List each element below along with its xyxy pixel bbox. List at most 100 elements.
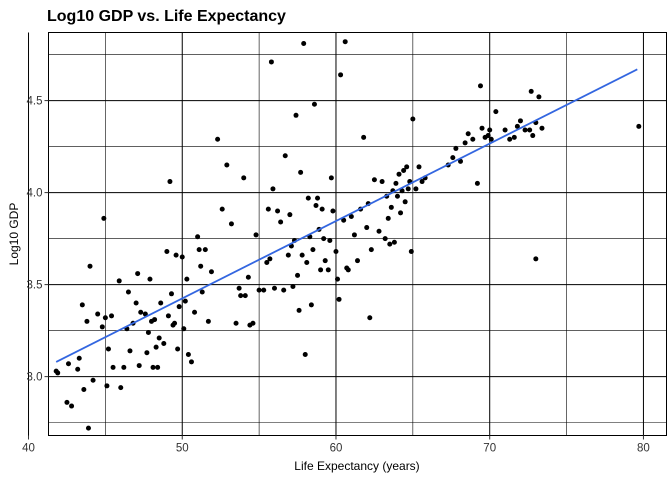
data-point-128 <box>345 267 351 273</box>
data-point-89 <box>278 219 284 225</box>
data-point-39 <box>153 344 159 350</box>
data-point-184 <box>522 127 528 133</box>
data-point-151 <box>398 210 404 216</box>
data-point-140 <box>379 179 385 185</box>
data-points <box>53 39 642 431</box>
data-point-139 <box>376 228 382 234</box>
data-point-155 <box>404 164 410 170</box>
data-point-73 <box>238 293 244 299</box>
data-point-172 <box>477 83 483 89</box>
trend-line <box>55 68 638 363</box>
data-point-133 <box>361 134 367 140</box>
data-point-123 <box>336 296 342 302</box>
data-point-63 <box>199 289 205 295</box>
data-point-42 <box>158 300 164 306</box>
data-point-83 <box>265 206 271 212</box>
x-tick-label-4: 80 <box>637 443 650 455</box>
gridlines <box>28 32 667 436</box>
data-point-16 <box>102 315 108 321</box>
data-point-156 <box>405 186 411 192</box>
data-point-176 <box>487 127 493 133</box>
data-point-97 <box>293 112 299 118</box>
data-point-160 <box>413 186 419 192</box>
data-point-119 <box>328 175 334 181</box>
data-point-115 <box>321 236 327 242</box>
data-point-44 <box>164 248 170 254</box>
data-point-150 <box>396 171 402 177</box>
data-point-93 <box>287 212 293 218</box>
y-tick-label-3: 4.5 <box>27 96 43 108</box>
data-point-25 <box>125 289 131 295</box>
data-point-92 <box>285 252 291 258</box>
data-point-189 <box>533 256 539 262</box>
data-point-147 <box>391 239 397 245</box>
data-point-104 <box>304 260 310 266</box>
data-point-60 <box>195 234 201 240</box>
x-axis-label: Life Expectancy (years) <box>294 459 419 473</box>
data-point-2 <box>64 399 70 405</box>
data-point-192 <box>636 123 642 129</box>
data-point-20 <box>110 364 116 370</box>
axis-ticks: 40 50 60 70 80 3.0 3.5 4.0 4.5 <box>22 96 650 455</box>
data-point-56 <box>184 276 190 282</box>
x-tick-label-2: 60 <box>330 443 343 455</box>
data-point-124 <box>338 72 344 78</box>
data-point-109 <box>311 101 317 107</box>
chart-title: Log10 GDP vs. Life Expectancy <box>47 8 286 25</box>
data-point-79 <box>253 232 259 238</box>
data-point-55 <box>182 298 188 304</box>
data-point-26 <box>127 348 133 354</box>
y-tick-label-2: 4.0 <box>27 188 43 200</box>
data-point-12 <box>90 377 96 383</box>
data-point-159 <box>410 116 416 122</box>
data-point-31 <box>138 309 144 315</box>
data-point-35 <box>147 276 153 282</box>
data-point-47 <box>168 291 174 297</box>
data-point-186 <box>528 88 534 94</box>
data-point-84 <box>267 256 273 262</box>
data-point-17 <box>104 383 110 389</box>
data-point-137 <box>368 247 374 253</box>
data-point-171 <box>474 180 480 186</box>
data-point-141 <box>382 236 388 242</box>
data-point-98 <box>295 272 301 278</box>
data-point-100 <box>298 169 304 175</box>
data-point-22 <box>118 385 124 391</box>
data-point-145 <box>388 204 394 210</box>
data-point-180 <box>507 136 513 142</box>
data-point-179 <box>502 127 508 133</box>
data-point-43 <box>161 340 167 346</box>
data-point-75 <box>242 293 248 299</box>
data-point-70 <box>228 221 234 227</box>
data-point-107 <box>308 302 314 308</box>
data-point-138 <box>371 177 377 183</box>
data-point-21 <box>116 278 122 284</box>
data-point-102 <box>301 41 307 47</box>
data-point-40 <box>155 364 161 370</box>
data-point-108 <box>310 247 316 253</box>
data-point-4 <box>69 403 75 409</box>
data-point-129 <box>348 214 354 220</box>
data-point-1 <box>55 370 61 376</box>
data-point-6 <box>76 355 82 361</box>
data-point-49 <box>172 320 178 326</box>
x-tick-label-3: 70 <box>483 443 496 455</box>
data-point-32 <box>142 311 148 317</box>
data-point-33 <box>144 350 150 356</box>
data-point-185 <box>527 127 533 133</box>
data-point-46 <box>167 179 173 185</box>
data-point-120 <box>330 208 336 214</box>
data-point-105 <box>305 195 311 201</box>
data-point-116 <box>322 258 328 264</box>
data-point-168 <box>462 140 468 146</box>
data-point-86 <box>270 186 276 192</box>
data-point-113 <box>318 267 324 273</box>
data-point-149 <box>394 193 400 199</box>
data-point-18 <box>105 346 111 352</box>
data-point-182 <box>514 123 520 129</box>
data-point-52 <box>176 304 182 310</box>
data-point-170 <box>470 136 476 142</box>
data-point-101 <box>299 252 305 258</box>
data-point-154 <box>402 199 408 205</box>
data-point-53 <box>179 254 185 260</box>
